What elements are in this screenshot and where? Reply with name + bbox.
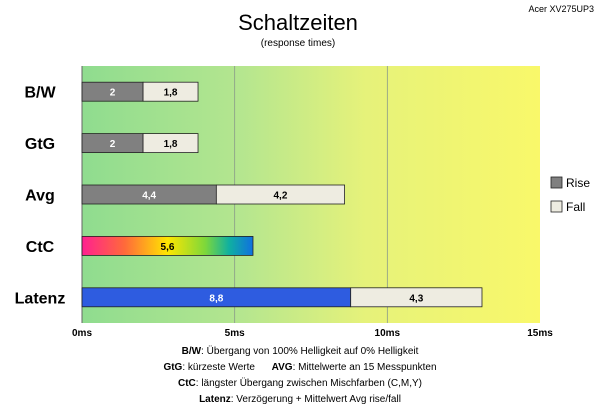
footnote-line: B/W: Übergang von 100% Helligkeit auf 0%… [182, 345, 419, 357]
bars: 2 1,8 2 1,8 4,4 4,2 5,6 8,8 4,3 [81, 81, 483, 308]
category-label: B/W [24, 85, 56, 102]
bar-fall-label: 1,8 [164, 139, 178, 150]
bar-rise-label: 2 [110, 88, 116, 99]
x-tick-label: 10ms [375, 328, 401, 339]
bar-rise-label: 4,4 [142, 191, 156, 202]
category-label: Latenz [15, 290, 66, 307]
footnote-line: Latenz: Verzögerung + Mittelwert Avg ris… [199, 394, 401, 405]
bar-fall [142, 133, 199, 154]
monitor-label: Acer XV275UP3 [528, 4, 594, 14]
legend: Rise Fall [550, 176, 590, 214]
legend-label-fall: Fall [566, 200, 585, 214]
x-axis-tick-labels: 0ms 5ms 10ms 15ms [72, 328, 553, 339]
chart-title: Schaltzeiten [238, 10, 358, 35]
category-labels: B/W GtG Avg CtC Latenz [15, 85, 66, 308]
footnote-line: GtG: kürzeste Werte AVG: Mittelwerte an … [163, 362, 436, 373]
bar-fall [350, 287, 483, 308]
bar-fall-label: 1,8 [164, 88, 178, 99]
bar-fall-label: 4,2 [274, 191, 288, 202]
bar-fall [142, 81, 199, 102]
footnotes: B/W: Übergang von 100% Helligkeit auf 0%… [163, 345, 436, 405]
bar-fall [215, 184, 345, 205]
footnote-line: CtC: längster Übergang zwischen Mischfar… [178, 377, 422, 389]
x-tick-label: 15ms [527, 328, 553, 339]
x-tick-label: 0ms [72, 328, 92, 339]
legend-swatch-rise [550, 176, 563, 189]
bar-rise [81, 235, 254, 256]
category-label: CtC [26, 239, 55, 256]
bar-fall-label: 4,3 [409, 293, 423, 304]
legend-label-rise: Rise [566, 176, 590, 190]
bar-rise-label: 5,6 [161, 242, 175, 253]
bar-rise-label: 8,8 [209, 293, 223, 304]
legend-swatch-fall [550, 200, 563, 213]
chart-subtitle: (response times) [261, 38, 335, 49]
bar-rise-label: 2 [110, 139, 116, 150]
category-label: GtG [25, 136, 55, 153]
x-tick-label: 5ms [225, 328, 245, 339]
category-label: Avg [25, 188, 55, 205]
